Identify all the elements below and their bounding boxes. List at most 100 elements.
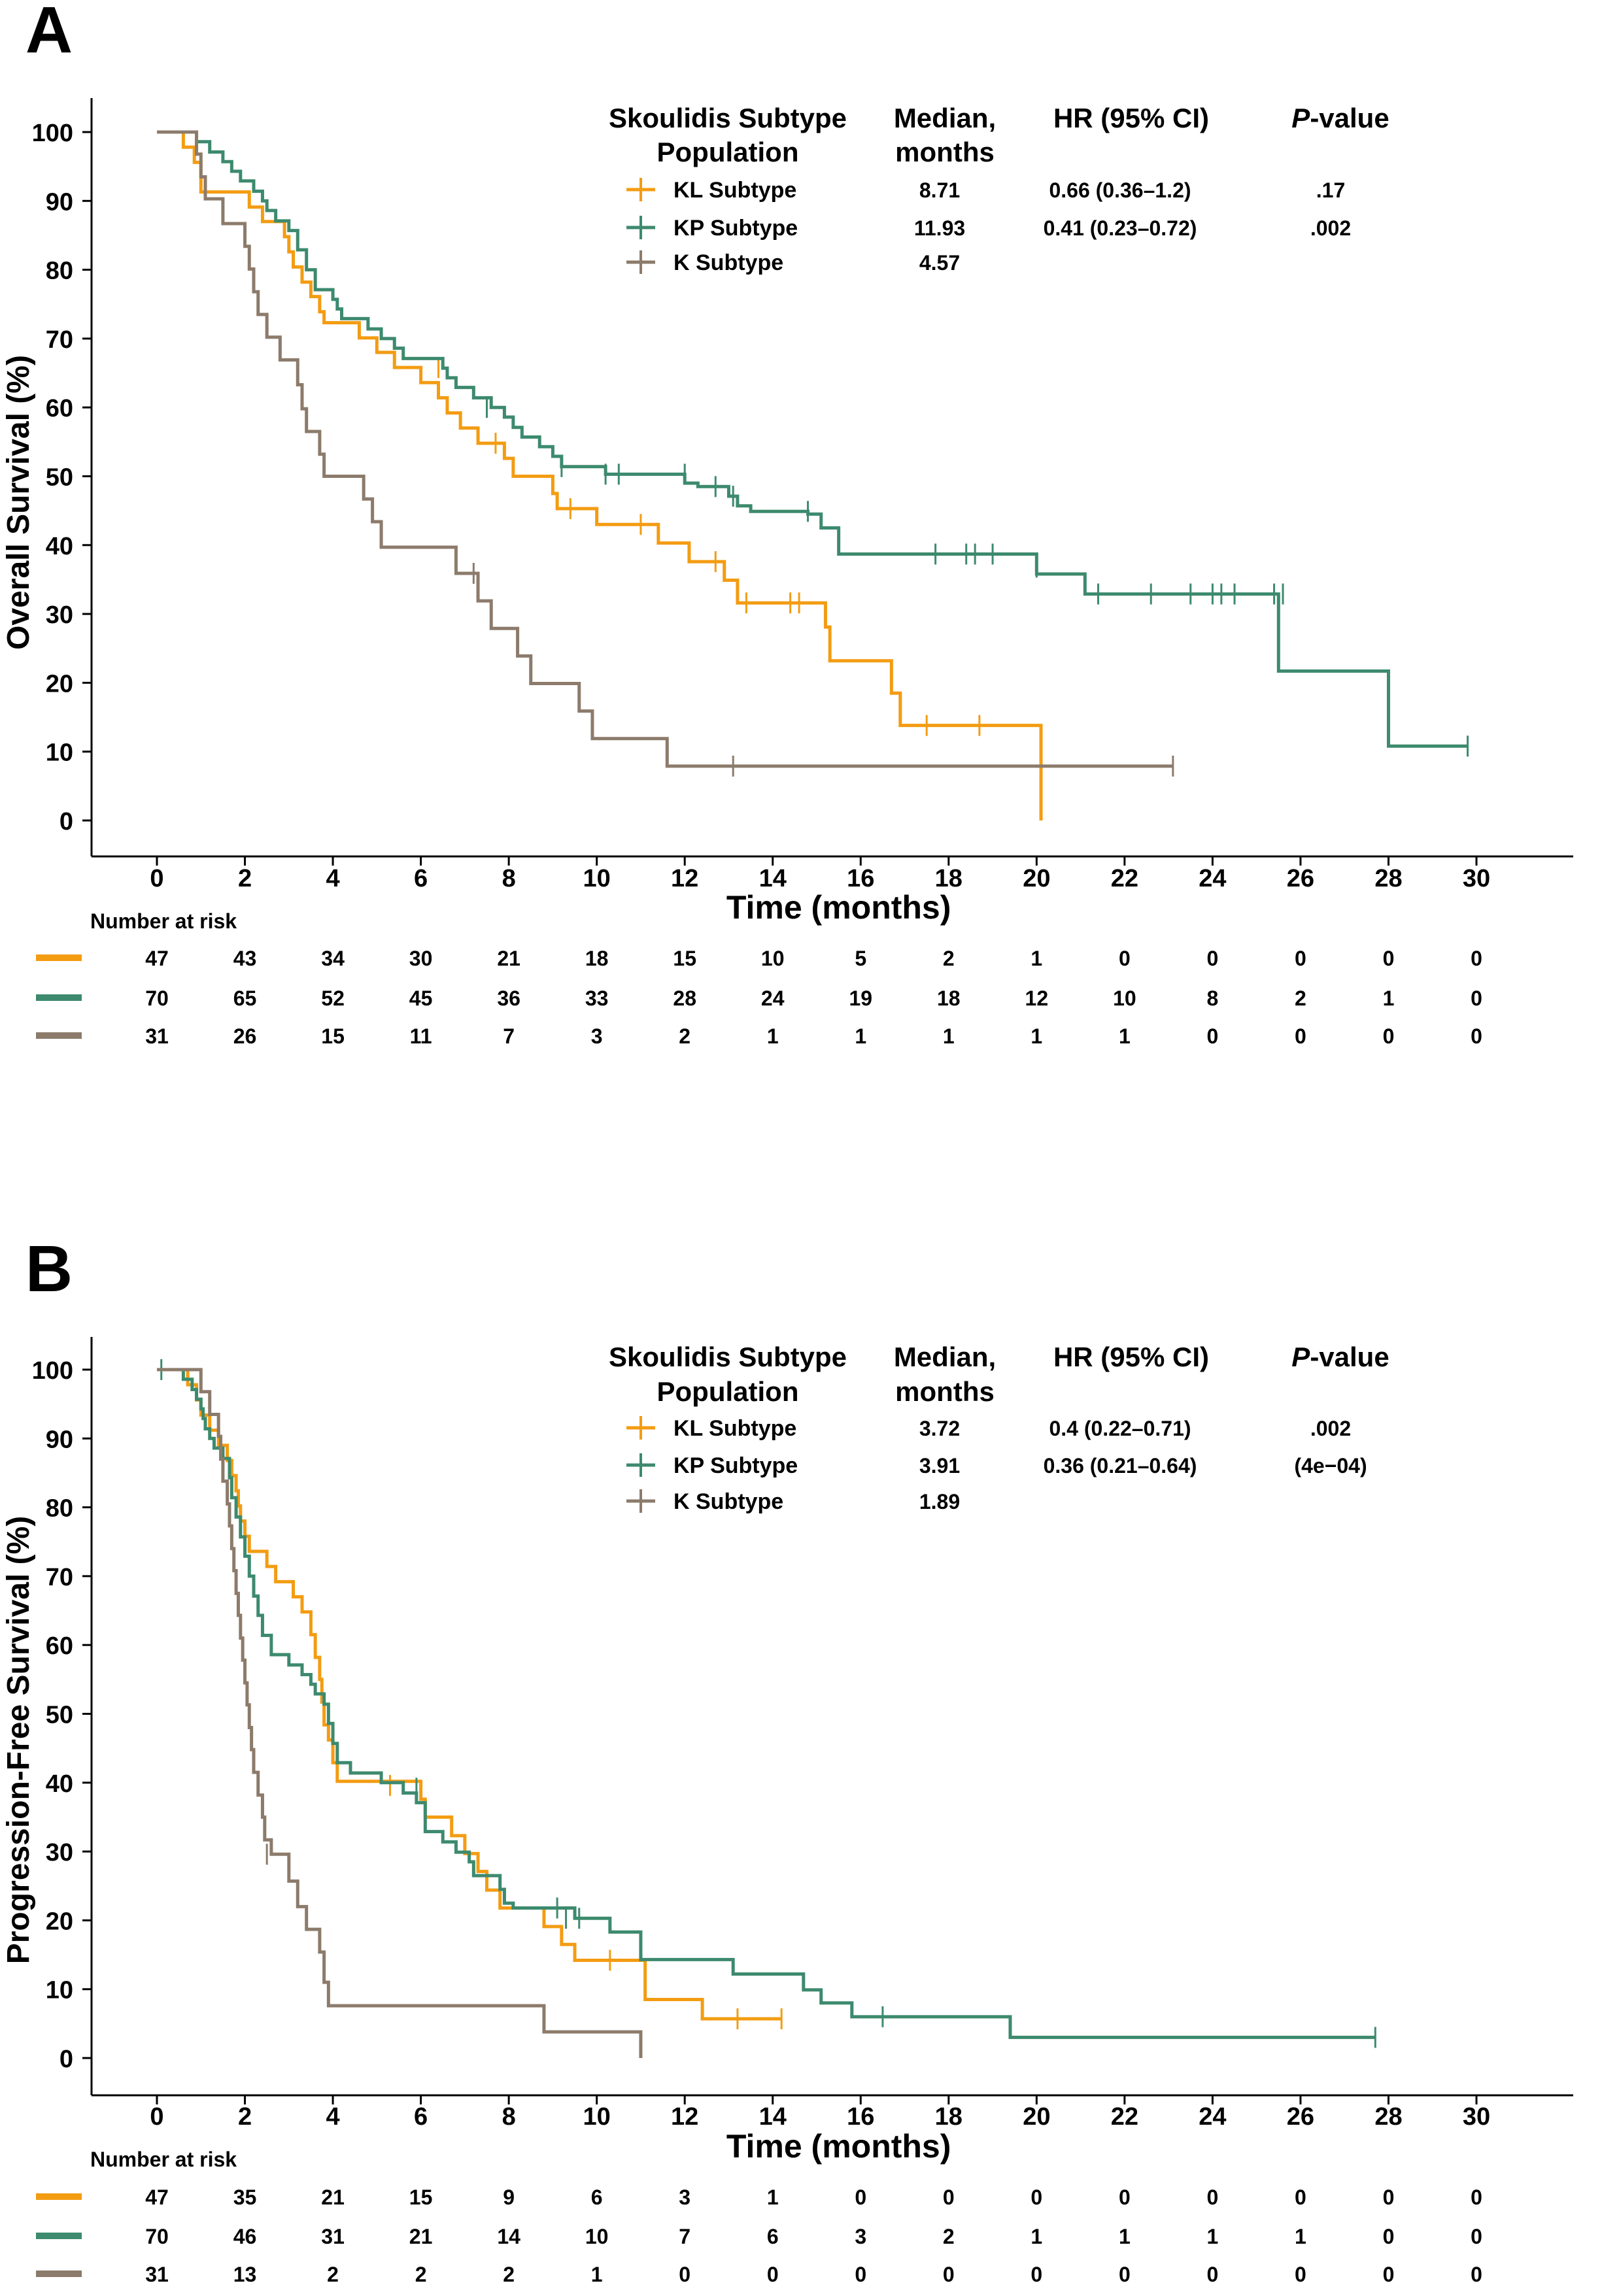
curve-k (157, 130, 1173, 768)
risk-count-k: 26 (233, 1024, 257, 1048)
panel-letter: B (26, 1232, 73, 1306)
risk-count-kl: 0 (1295, 2186, 1306, 2209)
y-tick-label: 40 (46, 533, 73, 560)
y-tick-label: 20 (46, 670, 73, 698)
x-tick-label: 12 (671, 865, 698, 892)
risk-count-k: 2 (503, 2263, 515, 2286)
risk-count-k: 0 (767, 2263, 779, 2286)
legend-name-k: K Subtype (673, 250, 783, 275)
risk-count-k: 0 (1471, 2263, 1482, 2286)
risk-count-kp: 12 (1025, 987, 1049, 1010)
risk-count-k: 0 (1383, 2263, 1395, 2286)
y-tick-label: 70 (46, 1564, 73, 1591)
x-tick-label: 6 (414, 2103, 428, 2131)
legend-header-pvalue: P-value (1291, 1342, 1389, 1372)
risk-count-kl: 0 (1471, 947, 1482, 970)
x-tick-label: 12 (671, 2103, 698, 2131)
legend-p-kl: .002 (1310, 1417, 1351, 1440)
risk-count-kp: 10 (1113, 987, 1136, 1010)
risk-count-k: 11 (410, 1024, 432, 1048)
y-tick-label: 10 (46, 739, 73, 767)
x-tick-label: 4 (326, 2103, 339, 2131)
legend-hr-kp: 0.41 (0.23–0.72) (1044, 216, 1197, 240)
y-tick-label: 50 (46, 1702, 73, 1729)
legend-hr-kp: 0.36 (0.21–0.64) (1044, 1454, 1197, 1477)
risk-count-kp: 70 (145, 2225, 169, 2248)
legend-header-population: Population (657, 1376, 799, 1407)
risk-count-kl: 0 (943, 2186, 955, 2209)
risk-count-kl: 21 (321, 2186, 345, 2209)
risk-count-k: 3 (591, 1024, 603, 1048)
risk-count-kl: 47 (145, 947, 169, 970)
risk-count-kp: 21 (409, 2225, 433, 2248)
legend-name-kl: KL Subtype (673, 178, 796, 203)
x-tick-label: 2 (238, 865, 252, 892)
risk-count-kp: 0 (1471, 987, 1482, 1010)
x-tick-label: 8 (502, 865, 516, 892)
x-tick-label: 20 (1023, 2103, 1050, 2131)
risk-count-k: 0 (1119, 2263, 1131, 2286)
y-tick-label: 30 (46, 1839, 73, 1866)
y-axis-label: Overall Survival (%) (1, 355, 36, 650)
risk-count-kp: 24 (761, 987, 785, 1010)
legend-header-hr: HR (95% CI) (1053, 103, 1209, 133)
risk-count-kl: 0 (1119, 947, 1131, 970)
curve-k (157, 1368, 643, 2058)
risk-count-k: 2 (679, 1024, 690, 1048)
risk-count-k: 1 (1031, 1024, 1042, 1048)
risk-count-kl: 9 (503, 2186, 515, 2209)
risk-count-kl: 0 (1031, 2186, 1042, 2209)
risk-count-k: 31 (145, 1024, 169, 1048)
legend-header-median: Median, (894, 1342, 996, 1372)
y-axis-label: Progression-Free Survival (%) (1, 1516, 36, 1965)
x-tick-label: 22 (1111, 2103, 1138, 2131)
risk-count-kl: 3 (679, 2186, 690, 2209)
x-tick-label: 10 (583, 2103, 611, 2131)
risk-count-k: 1 (855, 1024, 866, 1048)
x-tick-label: 18 (935, 865, 963, 892)
risk-count-k: 0 (679, 2263, 690, 2286)
risk-count-kp: 1 (1383, 987, 1395, 1010)
y-tick-label: 50 (46, 464, 73, 492)
risk-count-k: 0 (1207, 1024, 1219, 1048)
risk-count-kl: 0 (1471, 2186, 1482, 2209)
x-tick-label: 0 (150, 865, 163, 892)
risk-count-k: 0 (1471, 1024, 1482, 1048)
legend-median-kp: 3.91 (919, 1454, 960, 1477)
risk-count-kp: 7 (679, 2225, 690, 2248)
risk-count-kl: 21 (497, 947, 520, 970)
y-tick-label: 60 (46, 1632, 73, 1660)
risk-count-kl: 6 (591, 2186, 603, 2209)
risk-count-kp: 1 (1207, 2225, 1219, 2248)
risk-count-kp: 52 (321, 987, 345, 1010)
risk-count-k: 13 (233, 2263, 257, 2286)
risk-count-kl: 34 (321, 947, 345, 970)
legend-median-kl: 3.72 (919, 1417, 960, 1440)
y-tick-label: 0 (60, 2046, 73, 2073)
x-tick-label: 26 (1287, 865, 1314, 892)
legend-hr-kl: 0.4 (0.22–0.71) (1049, 1417, 1191, 1440)
legend-header-subtype: Skoulidis Subtype (609, 1342, 847, 1372)
risk-count-k: 31 (145, 2263, 169, 2286)
risk-count-kp: 31 (321, 2225, 345, 2248)
risk-count-kl: 0 (1207, 947, 1219, 970)
x-tick-label: 0 (150, 2103, 163, 2131)
risk-count-kp: 8 (1207, 987, 1219, 1010)
x-tick-label: 10 (583, 865, 611, 892)
y-tick-label: 70 (46, 326, 73, 354)
x-tick-label: 16 (847, 865, 874, 892)
risk-count-k: 0 (1031, 2263, 1042, 2286)
risk-count-kp: 1 (1295, 2225, 1306, 2248)
x-axis-label: Time (months) (726, 889, 951, 926)
risk-table-title: Number at risk (90, 2148, 237, 2171)
risk-count-kp: 45 (409, 987, 433, 1010)
y-tick-label: 30 (46, 601, 73, 629)
x-tick-label: 30 (1463, 865, 1490, 892)
risk-count-k: 0 (1295, 1024, 1306, 1048)
panel-letter: A (26, 0, 73, 67)
legend-median-kl: 8.71 (919, 178, 960, 202)
y-tick-label: 0 (60, 808, 73, 836)
x-tick-label: 28 (1374, 2103, 1402, 2131)
